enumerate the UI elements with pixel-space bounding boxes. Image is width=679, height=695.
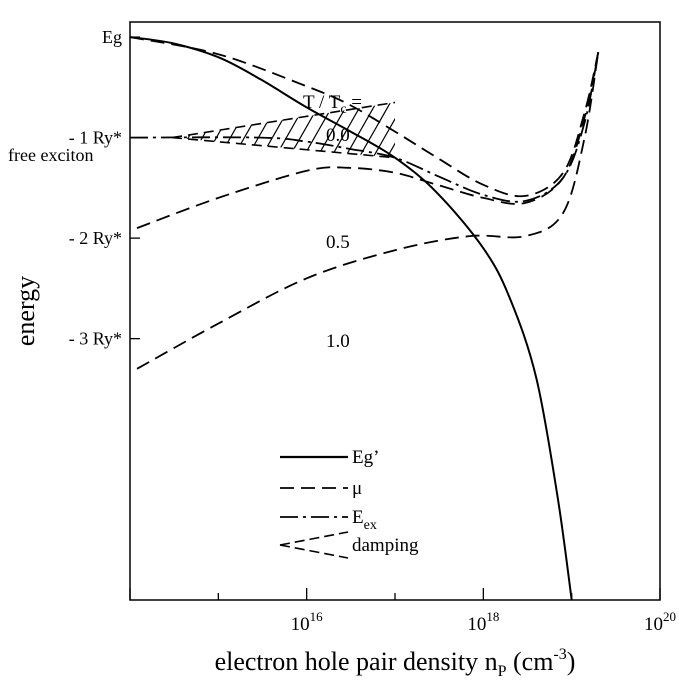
hatch-line [321, 102, 383, 158]
temperature-1-label: 1.0 [326, 331, 350, 352]
y-axis-ticks: Eg - 1 Ry* - 2 Ry* - 3 Ry* [69, 27, 140, 349]
y-tick-label: - 2 Ry* [69, 228, 122, 248]
free-exciton-annotation: free exciton [8, 145, 93, 165]
legend-swatch-damping-lower [279, 544, 349, 559]
hatch-line [0, 92, 4, 197]
series-dashed-t10-line [136, 52, 600, 370]
hatch-line [518, 92, 578, 197]
temperature-ratio-label: T / Tc = [303, 92, 362, 117]
x-axis-ticks: 1016 1018 1020 [129, 588, 676, 635]
y-axis-label: energy [11, 276, 40, 346]
legend-label: Eex [352, 507, 377, 533]
hatch-line [172, 102, 215, 158]
y-tick-label: - 3 Ry* [69, 329, 122, 349]
series-solid-line [130, 36, 573, 600]
hatch-line [349, 102, 395, 158]
legend-label: damping [352, 535, 419, 556]
y-tick-label: Eg [102, 27, 122, 47]
hatch-line [490, 92, 550, 197]
legend-label: μ [352, 478, 362, 499]
hatch-line [476, 92, 536, 197]
hatch-line [195, 102, 257, 158]
hatch-line [434, 92, 494, 197]
hatch-line [391, 102, 395, 158]
hatch-line [335, 102, 395, 158]
x-tick-label: 1020 [644, 609, 676, 635]
series-dashed-t00-line [130, 36, 600, 198]
damping-upper-edge [172, 101, 396, 139]
hatch-line [363, 102, 395, 158]
plot-frame [129, 21, 661, 601]
y-tick-label: - 1 Ry* [69, 128, 122, 148]
x-axis-label: electron hole pair density nP (cm-3) [215, 646, 576, 680]
x-tick-label: 1016 [291, 609, 324, 635]
series-curves [130, 36, 600, 600]
damping-lower-edge [172, 136, 396, 159]
legend-swatch-damping-upper [279, 531, 349, 546]
hatch-line [172, 102, 229, 158]
hatch-line [172, 102, 201, 158]
hatch-line [181, 102, 243, 158]
series-dashdot-line [130, 52, 600, 203]
temperature-0-label: 0.0 [326, 125, 350, 146]
legend-label: Eg’ [352, 447, 379, 468]
hatch-line [462, 92, 522, 197]
x-tick-label: 1018 [467, 609, 499, 635]
hatch-line [172, 102, 187, 158]
temperature-05-label: 0.5 [326, 232, 350, 253]
